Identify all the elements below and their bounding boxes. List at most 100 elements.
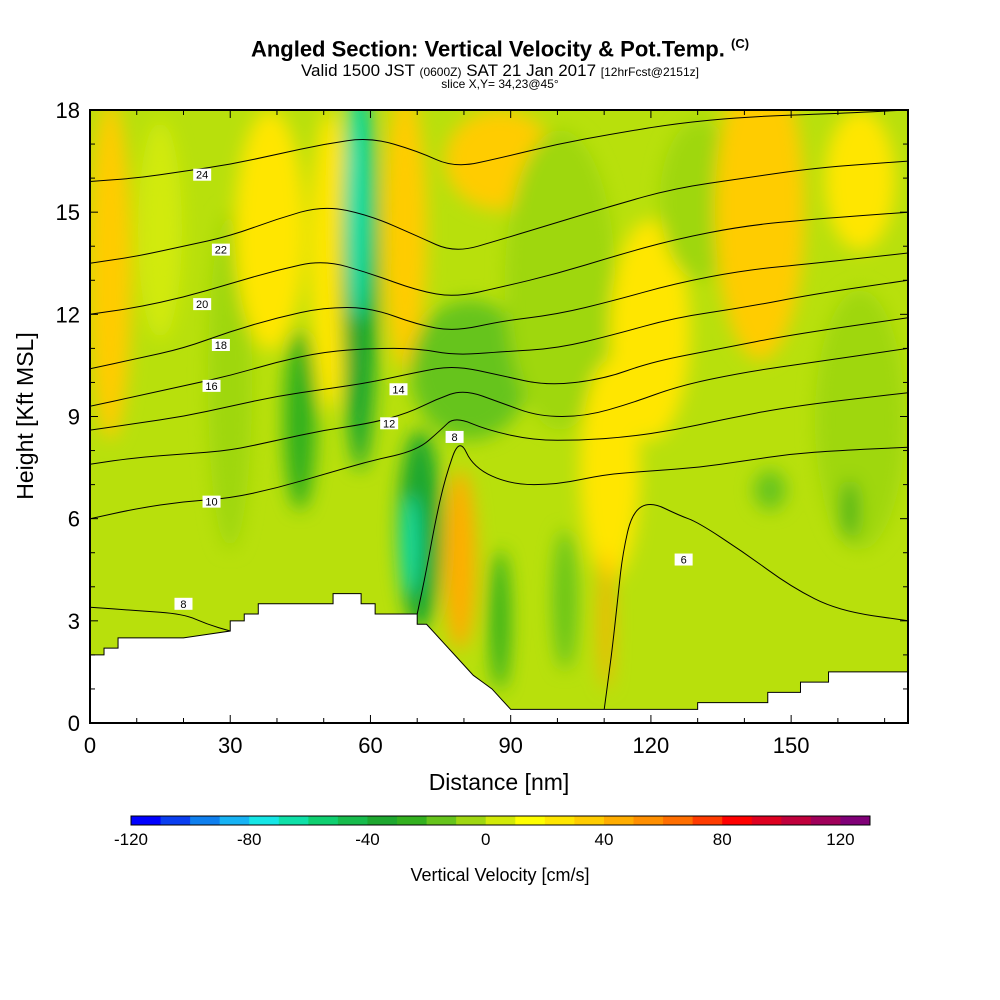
theta-contour-14 — [90, 317, 908, 431]
colorbar-swatch — [544, 816, 575, 825]
contour-label-text: 14 — [392, 384, 404, 396]
lee-sink-inner — [402, 495, 418, 595]
y-tick-label: 15 — [56, 200, 80, 225]
chart-title: Angled Section: Vertical Velocity & Pot.… — [0, 36, 1000, 62]
updraft-band-a — [235, 110, 305, 350]
colorbar-swatch — [810, 816, 841, 825]
theta-contour-20 — [90, 211, 908, 315]
sink-far-right — [815, 290, 905, 550]
contour-label-8: 8 — [174, 597, 193, 611]
contour-label-12: 12 — [380, 417, 399, 430]
colorbar-tick-label: 40 — [594, 830, 613, 849]
x-tick-label: 30 — [218, 733, 242, 758]
contour-label-text: 18 — [215, 340, 227, 352]
chart-title-suffix: (C) — [731, 36, 750, 51]
colorbar-swatch — [781, 816, 812, 825]
colorbar-swatch — [574, 816, 605, 825]
contour-label-24: 24 — [193, 168, 212, 182]
sink-broad-mid — [505, 130, 615, 430]
narrow-sink — [490, 550, 510, 690]
x-tick-label: 90 — [498, 733, 522, 758]
contour-label-bg — [674, 553, 693, 566]
contour-label-bg — [202, 495, 221, 508]
forecast-info: [12hrFcst@2151z] — [600, 65, 699, 79]
contour-label-text: 10 — [205, 497, 217, 509]
colorbar-swatch — [485, 816, 516, 825]
contour-label-16: 16 — [202, 379, 221, 393]
colorbar-swatch — [633, 816, 664, 825]
sink-spot-mid — [754, 470, 786, 510]
colorbar-swatch — [160, 816, 191, 825]
colorbar-swatch — [190, 816, 221, 825]
x-tick-label: 0 — [84, 733, 96, 758]
theta-contour-8 — [90, 606, 231, 632]
colorbar-swatch — [131, 816, 162, 825]
x-tick-label: 150 — [773, 733, 810, 758]
sink-narrow-low — [553, 530, 577, 670]
contour-label-bg — [211, 338, 230, 351]
colorbar-swatch — [751, 816, 782, 825]
colorbar-swatch — [515, 816, 546, 825]
theta-contour-18 — [90, 252, 908, 370]
colorbar-title: Vertical Velocity [cm/s] — [410, 865, 589, 885]
y-tick-label: 9 — [68, 405, 80, 430]
colorbar-swatch — [603, 816, 635, 825]
velocity-features — [90, 110, 905, 690]
x-tick-label: 60 — [358, 733, 382, 758]
velocity-field — [90, 110, 908, 723]
x-axis-title: Distance [nm] — [429, 769, 570, 795]
theta-contour-24 — [90, 110, 908, 182]
contour-label-bg — [174, 597, 193, 610]
colorbar-swatch — [397, 816, 428, 825]
theta-contour-22 — [90, 160, 908, 264]
theta-contour-16 — [90, 279, 908, 407]
colorbar-swatch — [367, 816, 398, 825]
contour-label-text: 20 — [196, 299, 208, 311]
lee-updraft — [444, 470, 476, 650]
theta-contour-6 — [603, 504, 908, 710]
updraft-right-of-core — [383, 110, 427, 370]
contour-label-8: 8 — [445, 430, 464, 444]
colorbar-swatch — [722, 816, 753, 825]
terrain — [90, 593, 908, 723]
colorbar-tick-label: 120 — [826, 830, 854, 849]
contour-label-22: 22 — [211, 243, 230, 257]
updraft-band-b — [310, 110, 350, 410]
updraft-far-right — [715, 110, 805, 360]
contour-label-text: 22 — [215, 245, 227, 257]
colorbar-swatch — [337, 816, 368, 825]
colorbar-tick-label: -40 — [355, 830, 380, 849]
colorbar-tick-label: 80 — [713, 830, 732, 849]
contour-label-text: 8 — [452, 432, 458, 444]
sink-band-b — [284, 330, 316, 510]
contour-label-20: 20 — [193, 298, 212, 311]
colorbar-swatch — [840, 816, 871, 825]
y-tick-label: 6 — [68, 507, 80, 532]
theta-contour-12 — [90, 347, 908, 465]
valid-time-line: Valid 1500 JST (0600Z) SAT 21 Jan 2017 [… — [0, 61, 1000, 81]
contour-label-bg — [202, 379, 221, 392]
contour-label-10: 10 — [202, 495, 221, 509]
colorbar-tick-label: -80 — [237, 830, 262, 849]
contour-label-text: 8 — [180, 599, 186, 611]
sink-spot-right — [842, 480, 858, 540]
contour-label-bg — [193, 168, 212, 181]
contour-label-bg — [389, 383, 408, 396]
colorbar-swatch — [426, 816, 457, 825]
updraft-narrow-right — [600, 550, 612, 690]
contour-label-14: 14 — [389, 383, 408, 396]
chart-title-text: Angled Section: Vertical Velocity & Pot.… — [250, 36, 725, 62]
contour-label-bg — [380, 417, 399, 430]
contour-label-bg — [211, 243, 230, 256]
y-tick-label: 0 — [68, 711, 80, 736]
colorbar-tick-label: -120 — [114, 830, 148, 849]
colorbar-swatch — [692, 816, 723, 825]
y-tick-label: 3 — [68, 609, 80, 634]
y-tick-label: 12 — [56, 302, 80, 327]
axes: 0 30 60 90 120 150 0 3 6 9 12 15 18 — [56, 98, 908, 758]
colorbar-swatch — [219, 816, 250, 825]
y-tick-label: 18 — [56, 98, 80, 123]
contour-label-18: 18 — [211, 338, 230, 352]
colorbar-swatch — [456, 816, 487, 825]
